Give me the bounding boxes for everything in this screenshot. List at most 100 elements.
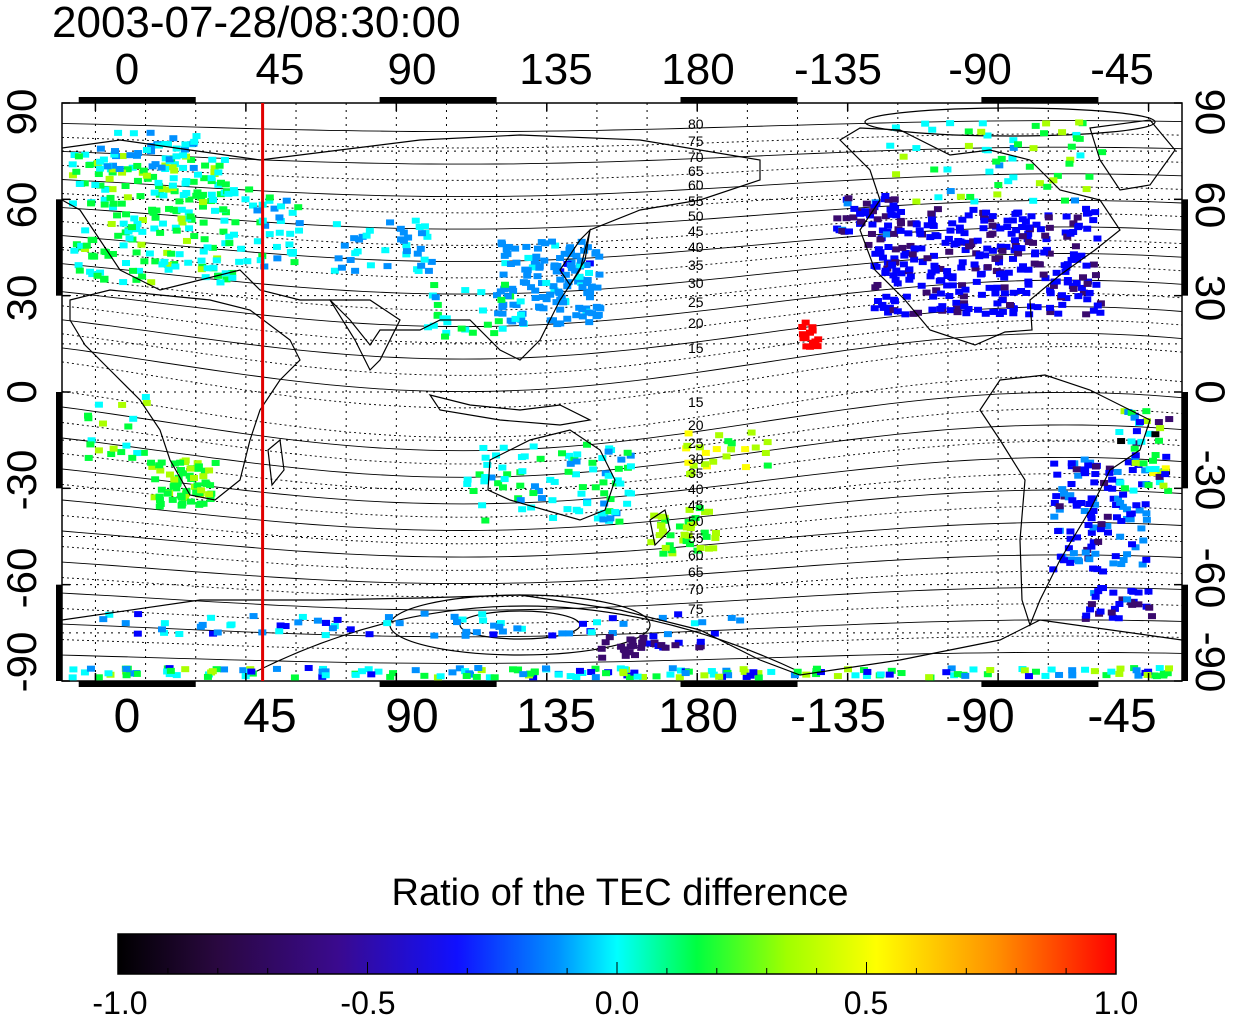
tec-cell — [695, 444, 704, 451]
tec-cell — [313, 617, 322, 624]
tec-cell — [200, 175, 209, 182]
tec-cell — [559, 299, 568, 306]
tec-cell — [265, 194, 274, 201]
tec-cell — [450, 613, 459, 620]
tec-cell — [578, 620, 587, 627]
tec-cell — [711, 535, 720, 542]
tec-cell — [576, 257, 585, 264]
tec-cell — [625, 649, 634, 656]
tec-cell — [882, 293, 891, 300]
tec-cell — [1024, 230, 1033, 237]
right-lat-label: -60 — [1187, 548, 1234, 609]
japan-outline — [559, 228, 591, 287]
tec-cell — [871, 284, 880, 291]
tec-cell — [541, 665, 550, 672]
tec-cell — [1024, 224, 1033, 231]
tec-cell — [801, 334, 810, 341]
tec-cell — [129, 415, 138, 422]
tec-cell — [1087, 543, 1096, 550]
tec-cell — [927, 269, 936, 276]
tec-cell — [253, 238, 262, 245]
tec-cell — [420, 610, 429, 617]
colorbar-ticks — [117, 962, 1117, 974]
tec-cell — [80, 669, 89, 676]
tec-cell — [565, 630, 574, 637]
tec-cell — [1082, 210, 1091, 217]
tec-cell — [169, 206, 178, 213]
tec-cell — [123, 166, 132, 173]
tec-cell — [1077, 252, 1086, 259]
tec-cell — [1080, 467, 1089, 474]
dip-contour — [62, 554, 1182, 585]
tec-cell — [503, 293, 512, 300]
tec-cell — [265, 231, 274, 238]
tec-cell — [953, 309, 962, 316]
tec-cell — [1094, 538, 1103, 545]
tec-cell — [423, 233, 432, 240]
tec-cell — [970, 198, 979, 205]
tec-cell — [558, 450, 567, 457]
tec-cell — [100, 201, 109, 208]
tec-cell — [202, 480, 211, 487]
tec-cell — [1003, 224, 1012, 231]
tec-cell — [960, 300, 969, 307]
tec-cell — [1024, 239, 1033, 246]
tec-cell — [621, 652, 630, 659]
tec-cell — [243, 258, 252, 265]
tec-cell — [222, 276, 231, 283]
dip-contour — [62, 346, 1182, 409]
tec-cell — [906, 273, 915, 280]
tec-cell — [1007, 230, 1016, 237]
tec-cell — [137, 241, 146, 248]
tec-cell — [948, 275, 957, 282]
tec-cell — [534, 488, 543, 495]
tec-cell — [159, 141, 168, 148]
tec-cell — [1049, 177, 1058, 184]
tec-cell — [1012, 227, 1021, 234]
tec-cell — [578, 484, 587, 491]
tec-cell — [593, 284, 602, 291]
tec-cell — [952, 240, 961, 247]
tec-cell — [598, 654, 607, 661]
tec-cell — [1063, 279, 1072, 286]
left-lat-label: 0 — [0, 380, 45, 403]
tec-cell — [413, 250, 422, 257]
tec-cell — [1148, 457, 1157, 464]
tec-cell — [133, 177, 142, 184]
tec-cell — [1155, 473, 1164, 480]
tec-cell — [139, 449, 148, 456]
tec-cell — [736, 617, 745, 624]
tec-cell — [170, 460, 179, 467]
tec-cell — [626, 643, 635, 650]
tec-cell — [665, 542, 674, 549]
north-america-outline — [839, 127, 1121, 346]
dip-contour — [62, 186, 1182, 214]
tec-cell — [948, 282, 957, 289]
tec-cell — [87, 200, 96, 207]
tec-cell — [1137, 438, 1146, 445]
tec-cell — [276, 217, 285, 224]
tec-cell — [198, 191, 207, 198]
tec-cell — [928, 222, 937, 229]
bottom-lon-label: -45 — [1087, 690, 1156, 743]
tec-cell — [165, 156, 174, 163]
tec-cell — [245, 186, 254, 193]
tec-cell — [887, 667, 896, 674]
tec-cell — [571, 471, 580, 478]
tec-cell — [235, 258, 244, 265]
tec-cell — [1072, 135, 1081, 142]
tec-cell — [1082, 186, 1091, 193]
tec-cell — [495, 623, 504, 630]
tec-cell — [1094, 588, 1103, 595]
tec-cell — [498, 628, 507, 635]
tec-cell — [915, 227, 924, 234]
tec-cell — [1055, 506, 1064, 513]
tec-cell — [890, 230, 899, 237]
tec-cell — [1091, 550, 1100, 557]
tec-cell — [1141, 467, 1150, 474]
tec-cell — [554, 288, 563, 295]
tec-cell — [193, 460, 202, 467]
tec-cell — [220, 217, 229, 224]
tec-cell — [207, 191, 216, 198]
tec-cell — [1042, 236, 1051, 243]
